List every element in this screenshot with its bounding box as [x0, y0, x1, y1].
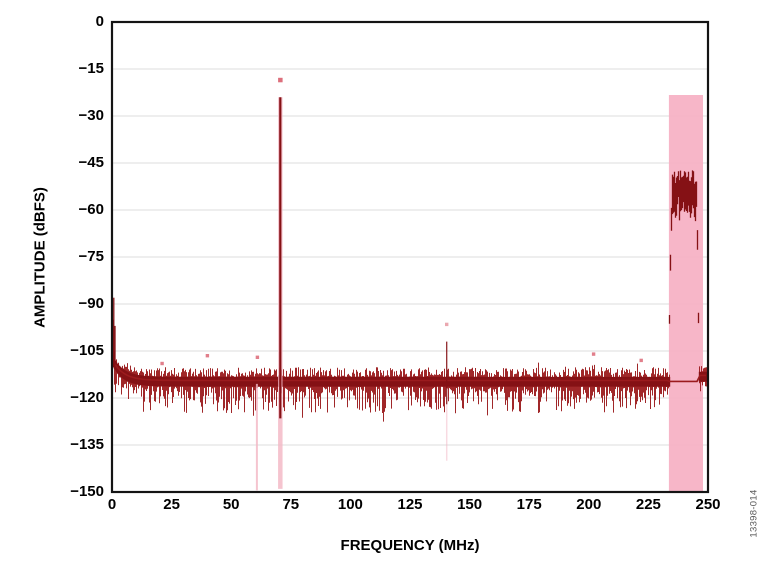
x-tick-label: 0 — [107, 496, 117, 513]
x-tick-label: 50 — [222, 496, 240, 513]
y-tick-label: −45 — [78, 154, 104, 171]
y-tick-label: −120 — [70, 389, 104, 406]
y-tick-label: −60 — [78, 201, 104, 218]
noise-floor-core — [111, 355, 709, 387]
y-tick-label: −15 — [78, 60, 104, 77]
x-tick-label: 100 — [337, 496, 363, 513]
x-tick-label: 125 — [397, 496, 423, 513]
y-tick-label: −135 — [70, 436, 104, 453]
transition-band-highlight — [668, 95, 703, 492]
x-tick-label: 200 — [576, 496, 602, 513]
y-tick-label: −105 — [70, 342, 104, 359]
plot-border — [110, 20, 710, 494]
y-tick-label: −150 — [70, 483, 104, 500]
x-tick-label: 25 — [163, 496, 180, 513]
x-tick-label: 75 — [282, 496, 300, 513]
alias-band-bump — [668, 170, 700, 324]
x-tick-label: 175 — [516, 496, 542, 513]
noise-floor-mean-line — [111, 358, 706, 383]
spur-marker — [639, 358, 643, 363]
x-tick-label: 225 — [635, 496, 661, 513]
y-tick-label: −30 — [78, 107, 104, 124]
figure-number-watermark: 13398-014 — [748, 489, 760, 538]
spur-marker — [205, 354, 210, 358]
fundamental-marker — [278, 77, 283, 83]
y-tick-label: 0 — [95, 13, 104, 30]
x-tick-label: 150 — [457, 496, 483, 513]
y-tick-label: −90 — [78, 295, 104, 312]
spur-marker — [160, 361, 164, 366]
x-tick-label: 250 — [695, 496, 721, 513]
spur-marker — [255, 355, 260, 359]
spur-marker — [591, 352, 596, 356]
y-tick-label: −75 — [78, 248, 104, 265]
spur-marker — [445, 322, 449, 327]
x-axis-title: FREQUENCY (MHz) — [340, 537, 480, 554]
